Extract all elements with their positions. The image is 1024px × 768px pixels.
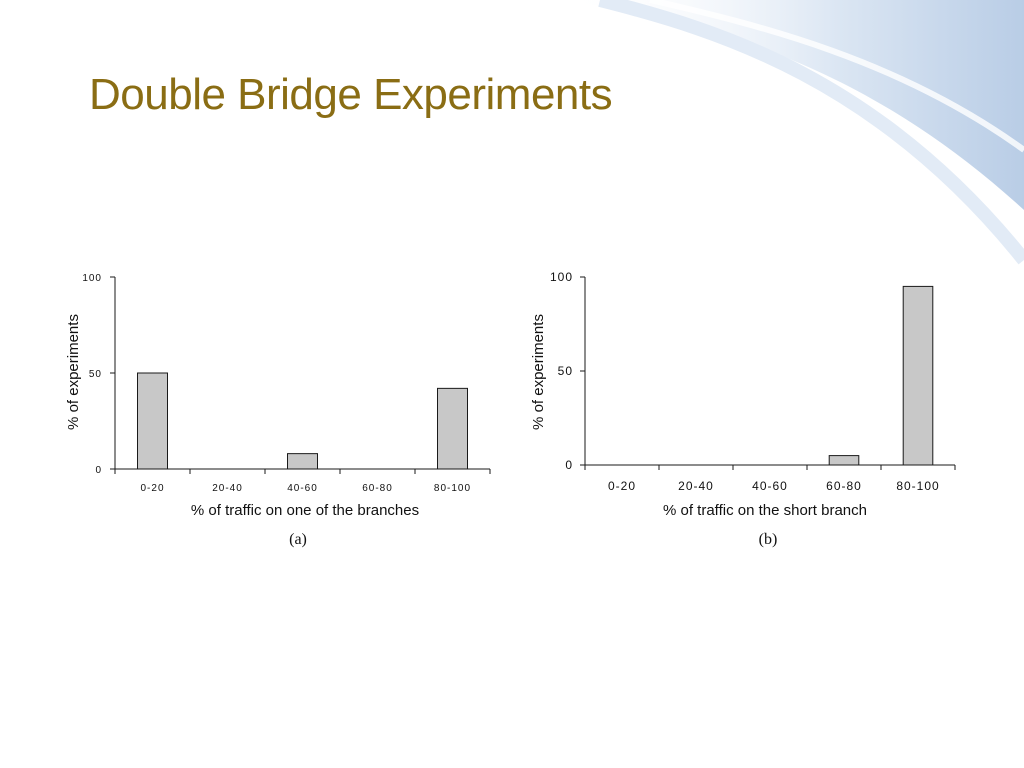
y-tick-label: 0 bbox=[565, 458, 573, 472]
x-tick-label: 60-80 bbox=[826, 479, 862, 493]
slide-title: Double Bridge Experiments bbox=[89, 70, 613, 119]
x-tick-label: 80-100 bbox=[434, 483, 471, 494]
x-tick-label: 60-80 bbox=[362, 483, 393, 494]
chart-b: % of experiments % of traffic on the sho… bbox=[515, 262, 985, 562]
y-tick-label: 100 bbox=[82, 273, 102, 284]
bar-40-60 bbox=[287, 453, 318, 470]
x-tick-label: 40-60 bbox=[287, 483, 318, 494]
y-tick-label: 50 bbox=[89, 369, 102, 380]
bar-0-20 bbox=[137, 372, 168, 470]
bar-80-100 bbox=[902, 285, 934, 466]
x-tick-label: 0-20 bbox=[608, 479, 636, 493]
chart-a: % of experiments % of traffic on one of … bbox=[50, 262, 520, 562]
chart-caption: (b) bbox=[759, 531, 778, 548]
bar-80-100 bbox=[437, 387, 468, 470]
chart-a-svg: % of experiments % of traffic on one of … bbox=[65, 273, 491, 548]
x-axis-label: % of traffic on one of the branches bbox=[191, 502, 419, 519]
x-tick-label: 20-40 bbox=[678, 479, 714, 493]
x-tick-label: 40-60 bbox=[752, 479, 788, 493]
chart-caption: (a) bbox=[289, 531, 307, 548]
plot-area: 0 50 100 0-20 20-40 40-60 60-80 80-100 bbox=[82, 273, 491, 494]
y-tick-label: 0 bbox=[95, 465, 102, 476]
x-tick-label: 80-100 bbox=[896, 479, 939, 493]
bar-60-80 bbox=[828, 455, 860, 466]
plot-area: 0 50 100 0-20 20-40 40-60 60-80 80-100 bbox=[550, 270, 956, 493]
y-axis-label: % of experiments bbox=[65, 314, 82, 430]
y-tick-label: 100 bbox=[550, 270, 573, 284]
x-tick-label: 20-40 bbox=[212, 483, 243, 494]
y-axis-label: % of experiments bbox=[530, 314, 547, 430]
chart-b-svg: % of experiments % of traffic on the sho… bbox=[530, 270, 956, 548]
x-tick-label: 0-20 bbox=[140, 483, 164, 494]
y-tick-label: 50 bbox=[558, 364, 573, 378]
x-axis-label: % of traffic on the short branch bbox=[663, 502, 867, 519]
